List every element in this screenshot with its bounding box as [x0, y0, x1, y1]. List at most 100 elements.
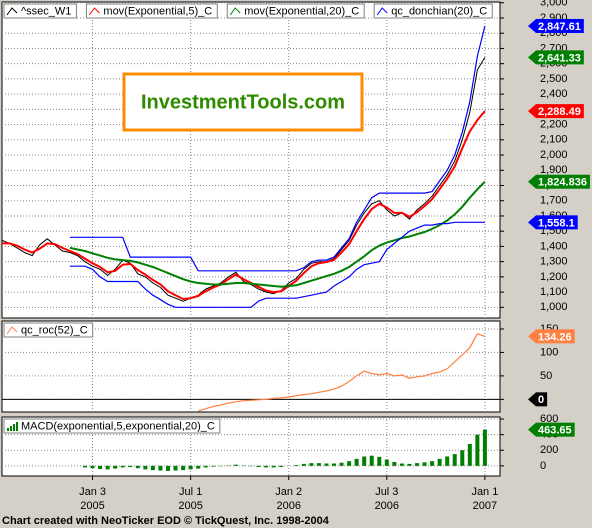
- bar: [211, 465, 216, 467]
- bar: [271, 465, 276, 468]
- value-label-pointer: [528, 18, 536, 33]
- x-tick-year: 2007: [473, 500, 497, 512]
- bar: [347, 461, 352, 466]
- y-tick-label: 100: [540, 346, 558, 358]
- value-label: 134.26: [538, 331, 572, 343]
- bar: [105, 465, 110, 470]
- y-tick-label: 200: [540, 444, 558, 456]
- bar: [467, 444, 472, 466]
- value-label-box: [536, 422, 575, 437]
- y-tick-label: 2,500: [540, 73, 568, 85]
- bar: [83, 465, 87, 468]
- bar: [166, 465, 170, 471]
- bar: [332, 463, 336, 466]
- value-label-pointer: [528, 329, 536, 344]
- y-tick-label: 1,300: [540, 256, 568, 268]
- bar: [301, 463, 306, 466]
- x-tick-year: 2005: [178, 500, 202, 512]
- value-label: 1,824.836: [538, 177, 587, 189]
- bar: [294, 465, 299, 466]
- bar: [135, 465, 140, 469]
- bar: [369, 455, 374, 466]
- bar: [407, 463, 412, 466]
- legend-box: [226, 3, 365, 19]
- x-tick-year: 2006: [276, 500, 300, 512]
- bar: [181, 465, 186, 471]
- bar: [143, 465, 148, 470]
- value-label: 2,288.49: [538, 106, 581, 118]
- bar: [203, 465, 208, 468]
- y-tick-label: 1,900: [540, 164, 568, 176]
- y-tick-label: 3,000: [540, 0, 568, 9]
- x-tick-label: Jan 3: [79, 486, 106, 498]
- watermark-box: [122, 72, 364, 132]
- legend-box: [3, 418, 221, 434]
- legend-box: [3, 322, 94, 338]
- value-label: 2,641.33: [538, 52, 581, 64]
- y-tick-label: 1,100: [540, 286, 568, 298]
- series-line: [69, 25, 486, 272]
- value-label-pointer: [528, 215, 536, 230]
- y-tick-label: 2,200: [540, 118, 568, 130]
- series-line-lower: [69, 221, 485, 308]
- watermark: InvestmentTools.com: [141, 91, 345, 113]
- bar: [113, 465, 118, 469]
- bar: [430, 461, 435, 466]
- bar: [422, 462, 427, 466]
- bar: [377, 456, 382, 466]
- bar: [392, 461, 397, 466]
- x-tick-year: 2006: [375, 500, 399, 512]
- legend-icon: [7, 428, 9, 431]
- legend-box: [3, 3, 77, 19]
- bar: [264, 465, 269, 468]
- legend-icon: [88, 7, 100, 16]
- value-label: 1,558.1: [538, 217, 575, 229]
- value-label-pointer: [528, 392, 536, 407]
- legend-icon: [13, 424, 15, 431]
- y-tick-label: 1,200: [540, 271, 568, 283]
- bar: [279, 465, 284, 468]
- y-tick-label: 50: [540, 370, 552, 382]
- x-tick-label: Jul 3: [375, 486, 398, 498]
- value-label-box: [536, 215, 578, 230]
- y-tick-label: 1,400: [540, 240, 568, 252]
- bar: [128, 465, 133, 468]
- legend-icon: [229, 7, 241, 16]
- legend-label: mov(Exponential,5)_C: [103, 5, 212, 17]
- y-tick-label: 600: [540, 413, 558, 425]
- legend-icon: [6, 326, 18, 335]
- bar: [324, 463, 329, 466]
- legend-box: [373, 3, 493, 19]
- legend-label: qc_roc(52)_C: [21, 324, 88, 336]
- series-line: [198, 332, 486, 412]
- value-label-box: [536, 329, 575, 344]
- series-line: [2, 110, 486, 301]
- bar: [354, 458, 359, 466]
- value-label-pointer: [528, 104, 536, 119]
- footer: Chart created with NeoTicker EOD © TickQ…: [2, 515, 330, 527]
- bar: [475, 434, 480, 466]
- y-tick-label: 0: [540, 460, 546, 472]
- bar: [173, 465, 178, 471]
- bar: [445, 456, 450, 466]
- y-tick-label: 2,000: [540, 149, 568, 161]
- legend-icon: [376, 7, 388, 16]
- legend-icon: [6, 7, 18, 16]
- x-tick-label: Jul 1: [179, 486, 202, 498]
- y-tick-label: 2,400: [540, 88, 568, 100]
- legend-icon: [16, 422, 18, 431]
- value-label: 463.65: [538, 425, 572, 437]
- bar: [437, 458, 442, 466]
- bar: [384, 459, 389, 466]
- value-label-box: [536, 392, 548, 407]
- y-tick-label: 2,100: [540, 134, 568, 146]
- bar: [482, 429, 487, 466]
- bar: [233, 464, 238, 466]
- value-label-box: [536, 50, 584, 65]
- bar: [316, 463, 321, 466]
- bar: [196, 465, 201, 469]
- bar: [362, 456, 367, 466]
- value-label: 2,847.61: [538, 21, 581, 33]
